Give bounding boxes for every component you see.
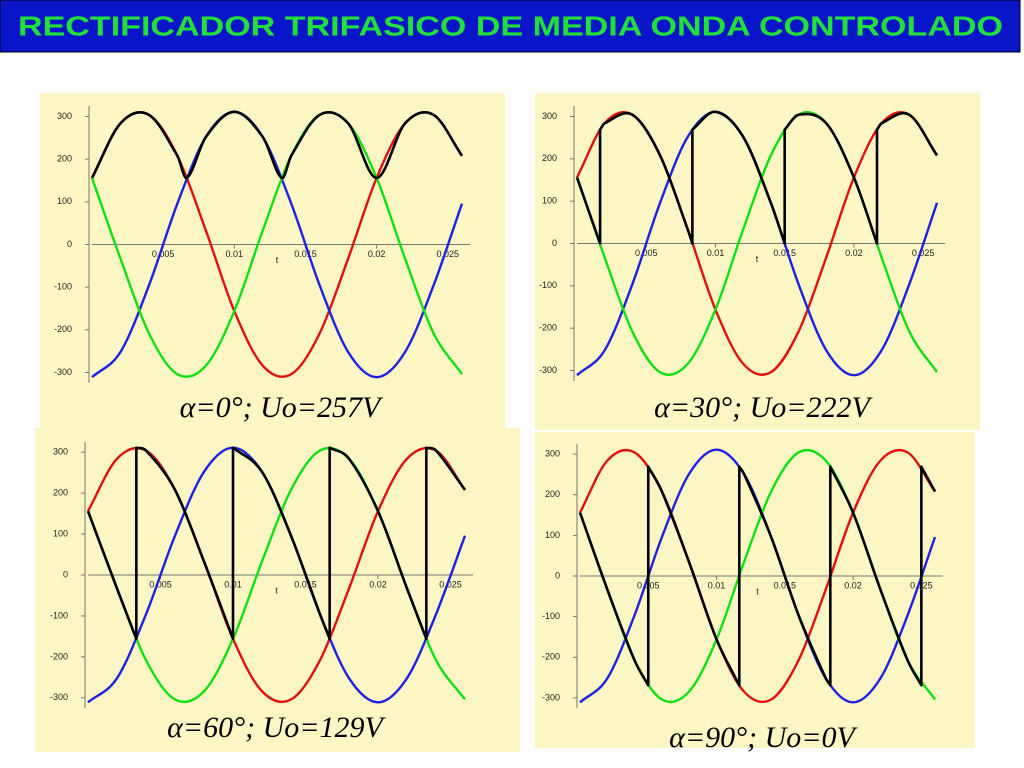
y-tick-label: -300	[542, 692, 560, 702]
y-tick-label: 100	[542, 196, 557, 206]
y-tick-label: -300	[50, 692, 68, 702]
x-tick-label: 0.005	[152, 249, 175, 259]
chart-caption: α=90°; Uo=0V	[669, 721, 858, 754]
y-tick-label: 300	[542, 111, 557, 121]
chart-panel	[35, 428, 520, 752]
y-tick-label: 200	[542, 153, 557, 163]
y-tick-label: -200	[54, 324, 72, 334]
y-tick-label: 0	[63, 569, 68, 579]
chart-caption: α=60°; Uo=129V	[167, 711, 386, 744]
y-tick-label: -300	[54, 367, 72, 377]
waveform	[86, 446, 467, 641]
x-tick-label: 0.005	[149, 579, 172, 589]
x-tick-label: 0.02	[369, 579, 387, 589]
y-tick-label: 200	[57, 154, 72, 164]
waveform	[575, 111, 938, 376]
x-tick-label: 0.025	[912, 248, 935, 258]
chart: -300 -200 -100 0 100 200 300 0.005 0.01 0.015 0.02…	[535, 93, 980, 430]
chart-panel	[40, 93, 505, 428]
x-tick-label: 0.005	[635, 248, 658, 258]
x-axis-label: t	[756, 586, 759, 596]
x-tick-label: 0.02	[368, 249, 386, 259]
x-tick-label: 0.025	[439, 579, 462, 589]
x-tick-label: 0.01	[226, 249, 244, 259]
x-tick-label: 0.015	[773, 248, 796, 258]
waveform	[90, 110, 464, 180]
x-axis-label: t	[756, 254, 759, 264]
y-tick-label: -100	[539, 280, 557, 290]
y-tick-label: -100	[54, 282, 72, 292]
waveform	[575, 110, 939, 245]
y-tick-label: -300	[539, 365, 557, 375]
y-tick-label: -100	[50, 610, 68, 620]
y-tick-label: 100	[53, 528, 68, 538]
y-tick-label: -200	[539, 323, 557, 333]
y-tick-label: 100	[57, 196, 72, 206]
y-tick-label: 200	[53, 488, 68, 498]
slide-title: RECTIFICADOR TRIFASICO DE MEDIA ONDA CON…	[18, 10, 1003, 41]
x-tick-label: 0.01	[708, 580, 726, 590]
y-tick-label: -200	[50, 651, 68, 661]
y-tick-label: 100	[545, 530, 560, 540]
x-tick-label: 0.01	[707, 248, 725, 258]
x-axis-label: t	[276, 255, 279, 265]
chart: -300 -200 -100 0 100 200 300 0.005 0.01 0.015 0.02…	[40, 93, 505, 428]
y-tick-label: 0	[555, 570, 560, 580]
y-tick-label: 0	[552, 238, 557, 248]
chart-caption: α=30°; Uo=222V	[654, 391, 873, 424]
waveform	[578, 465, 937, 687]
title-bar	[0, 0, 1021, 53]
x-tick-label: 0.015	[774, 580, 797, 590]
x-tick-label: 0.02	[844, 580, 862, 590]
x-tick-label: 0.025	[437, 249, 460, 259]
chart-caption: α=0°; Uo=257V	[180, 391, 384, 424]
y-tick-label: 300	[545, 449, 560, 459]
x-tick-label: 0.015	[294, 579, 317, 589]
y-tick-label: 300	[57, 111, 72, 121]
x-axis-label: t	[275, 585, 278, 595]
waveform	[578, 448, 936, 704]
y-tick-label: 300	[53, 447, 68, 457]
y-tick-label: 0	[67, 239, 72, 249]
waveform	[90, 111, 463, 378]
x-tick-label: 0.015	[294, 249, 317, 259]
y-tick-label: 200	[545, 489, 560, 499]
x-tick-label: 0.02	[845, 248, 863, 258]
y-tick-label: -100	[542, 611, 560, 621]
y-tick-label: -200	[542, 652, 560, 662]
waveform	[86, 446, 466, 704]
